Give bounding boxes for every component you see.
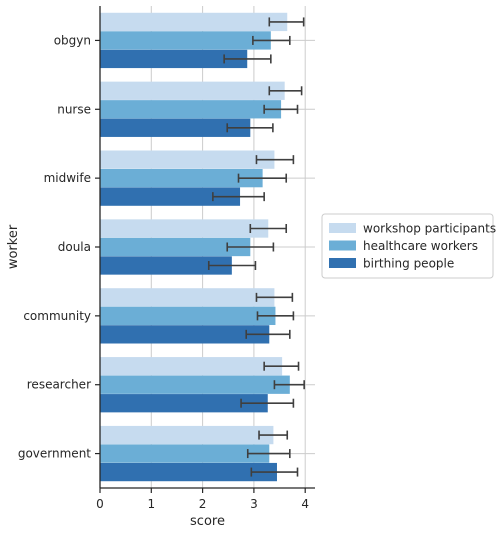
legend-label-birthing-people: birthing people	[363, 257, 454, 271]
y-tick-label-midwife: midwife	[44, 171, 91, 185]
y-tick-label-nurse: nurse	[57, 102, 91, 116]
error-bar-government-birthing-people	[250, 467, 299, 477]
y-tick-label-researcher: researcher	[27, 378, 91, 392]
x-tick-label: 3	[250, 497, 258, 511]
error-bar-midwife-workshop-participants	[255, 155, 295, 165]
error-bar-researcher-healthcare-workers	[273, 380, 305, 390]
error-bar-obgyn-birthing-people	[223, 54, 272, 64]
bar-doula-birthing-people	[100, 256, 232, 275]
bar-midwife-healthcare-workers	[100, 168, 263, 188]
bar-community-workshop-participants	[100, 288, 275, 307]
bar-government-workshop-participants	[100, 425, 274, 445]
error-bar-government-workshop-participants	[258, 430, 289, 440]
error-bar-nurse-birthing-people	[226, 123, 274, 133]
error-bar-midwife-birthing-people	[212, 192, 265, 202]
error-bar-doula-birthing-people	[207, 261, 257, 270]
bar-nurse-birthing-people	[100, 118, 251, 137]
y-tick-label-obgyn: obgyn	[54, 33, 91, 47]
y-tick-label-government: government	[18, 447, 91, 461]
x-tick-label: 1	[147, 497, 155, 511]
x-tick-label: 0	[96, 497, 104, 511]
bar-midwife-birthing-people	[100, 187, 241, 206]
bar-obgyn-birthing-people	[100, 49, 248, 69]
legend: workshop participants healthcare workers b…	[321, 213, 496, 279]
error-bar-obgyn-workshop-participants	[268, 17, 305, 27]
legend-label-workshop-participants: workshop participants	[363, 222, 496, 236]
bar-doula-healthcare-workers	[100, 237, 251, 257]
error-bar-government-healthcare-workers	[246, 449, 291, 459]
error-bar-doula-healthcare-workers	[226, 242, 275, 252]
bar-obgyn-healthcare-workers	[100, 31, 271, 50]
error-bar-doula-workshop-participants	[249, 224, 288, 233]
bar-researcher-healthcare-workers	[100, 375, 290, 394]
x-tick-label: 4	[301, 497, 309, 511]
error-bar-nurse-workshop-participants	[268, 86, 303, 96]
bar-nurse-workshop-participants	[100, 81, 285, 100]
bar-midwife-workshop-participants	[100, 150, 275, 169]
bar-government-birthing-people	[100, 462, 277, 482]
bar-researcher-birthing-people	[100, 394, 268, 413]
legend-frame	[321, 213, 494, 279]
error-bar-community-healthcare-workers	[256, 311, 295, 321]
error-bar-nurse-healthcare-workers	[263, 104, 299, 114]
bars	[100, 12, 290, 482]
legend-swatch-workshop-participants	[329, 223, 356, 233]
error-bars	[207, 17, 305, 477]
x-tick-label: 2	[199, 497, 207, 511]
bar-doula-workshop-participants	[100, 219, 269, 238]
bar-obgyn-workshop-participants	[100, 12, 288, 32]
error-bar-midwife-healthcare-workers	[237, 173, 288, 183]
bar-nurse-healthcare-workers	[100, 100, 282, 119]
y-tick-label-doula: doula	[58, 240, 91, 254]
bar-government-healthcare-workers	[100, 444, 270, 463]
y-axis-title: worker	[6, 224, 21, 269]
bar-community-birthing-people	[100, 325, 270, 344]
axes: 0 1 2 3 4 obgyn nurse midwife doula community rese…	[18, 6, 315, 511]
bar-researcher-workshop-participants	[100, 357, 283, 376]
y-tick-label-community: community	[23, 309, 91, 323]
error-bar-researcher-workshop-participants	[263, 361, 300, 371]
error-bar-community-birthing-people	[245, 329, 291, 339]
error-bar-community-workshop-participants	[255, 292, 294, 302]
legend-label-healthcare-workers: healthcare workers	[363, 239, 478, 253]
error-bar-researcher-birthing-people	[240, 398, 295, 408]
legend-swatch-birthing-people	[329, 258, 356, 268]
error-bar-obgyn-healthcare-workers	[252, 35, 291, 45]
legend-swatch-healthcare-workers	[329, 240, 356, 251]
x-axis-title: score	[190, 514, 225, 529]
bar-community-healthcare-workers	[100, 306, 276, 326]
